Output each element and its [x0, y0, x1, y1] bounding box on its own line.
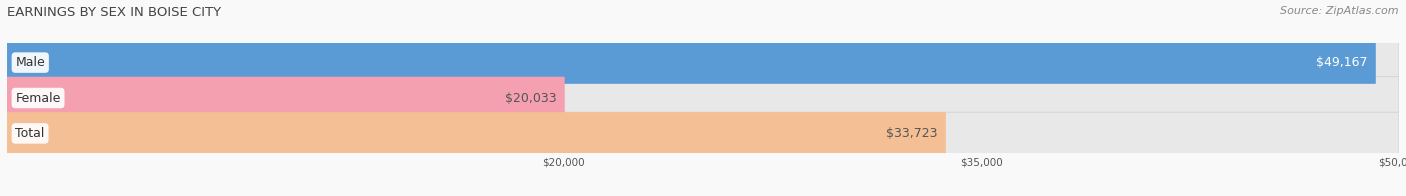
FancyBboxPatch shape	[7, 77, 565, 119]
Text: Total: Total	[15, 127, 45, 140]
Text: Source: ZipAtlas.com: Source: ZipAtlas.com	[1281, 6, 1399, 16]
Text: Female: Female	[15, 92, 60, 104]
FancyBboxPatch shape	[7, 41, 1399, 84]
Text: $33,723: $33,723	[886, 127, 938, 140]
Text: $49,167: $49,167	[1316, 56, 1368, 69]
Text: $20,033: $20,033	[505, 92, 557, 104]
Text: EARNINGS BY SEX IN BOISE CITY: EARNINGS BY SEX IN BOISE CITY	[7, 6, 221, 19]
FancyBboxPatch shape	[7, 112, 946, 155]
FancyBboxPatch shape	[7, 112, 1399, 155]
FancyBboxPatch shape	[7, 77, 1399, 119]
FancyBboxPatch shape	[7, 41, 1376, 84]
Text: Male: Male	[15, 56, 45, 69]
